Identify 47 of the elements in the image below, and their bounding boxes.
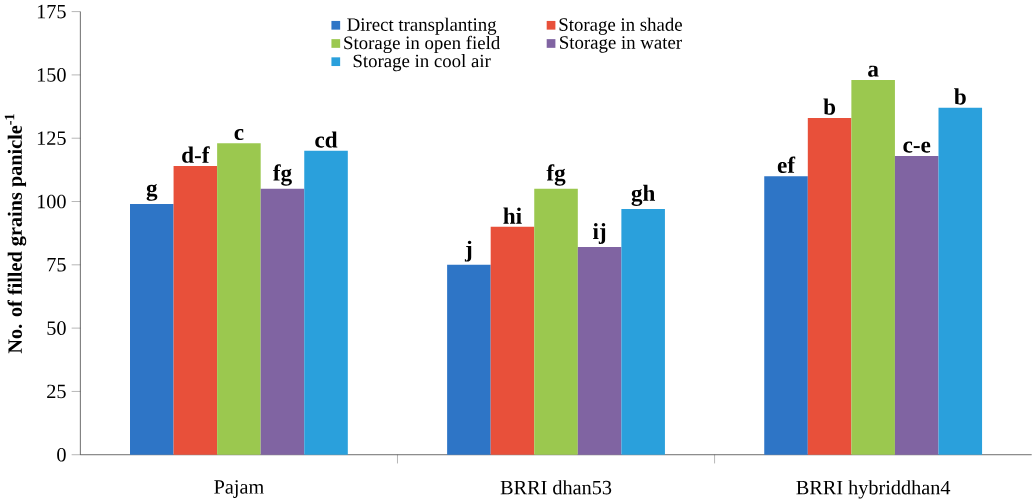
x-tick-label: BRRI hybriddhan4 [796,479,951,499]
legend-label: Storage in water [560,35,682,53]
bar [764,175,808,455]
bar [938,107,983,455]
y-tick-label: 0 [57,447,66,462]
y-tick-label: 100 [37,194,66,209]
data-label: b [954,88,966,105]
bar [260,188,305,455]
bar [577,246,622,455]
legend-label: Storage in shade [559,17,682,35]
x-tick-label: BRRI dhan53 [500,479,612,495]
data-label: j [464,240,472,262]
bar [173,165,218,455]
y-tick-label: 125 [37,131,66,145]
bar [447,264,491,455]
bar [490,226,535,455]
legend-label: Storage in open field [344,35,500,53]
legend-label: Storage in cool air [353,53,491,71]
data-label: cd [315,131,338,148]
data-label: c [234,128,244,140]
x-tick-label: Pajam [214,479,264,498]
y-axis-title: No. of filled grains panicle$^{-1}$ [4,113,27,354]
bar [851,79,895,455]
data-label: c-e [903,141,931,153]
data-label: fg [272,164,292,186]
y-tick-label: 50 [47,321,66,335]
y-tick-label: 25 [47,384,66,399]
data-label: hi [503,207,522,224]
data-label: b [823,98,836,115]
data-label: ij [593,222,606,244]
data-label: a [868,65,879,77]
y-tick-label: 175 [37,4,66,19]
data-label: d-f [182,146,210,163]
bar [894,155,939,455]
bar [130,203,174,455]
data-label: gh [631,184,656,206]
bar [217,143,261,455]
data-label: ef [777,156,796,173]
y-tick-label: 150 [37,67,66,82]
bar [621,208,665,455]
data-label: g [146,183,158,201]
legend-label: Direct transplanting [347,17,497,35]
bar [304,150,348,455]
bar [534,188,578,455]
data-label: fg [546,164,566,186]
y-tick-label: 75 [47,257,66,272]
bar [807,117,852,455]
